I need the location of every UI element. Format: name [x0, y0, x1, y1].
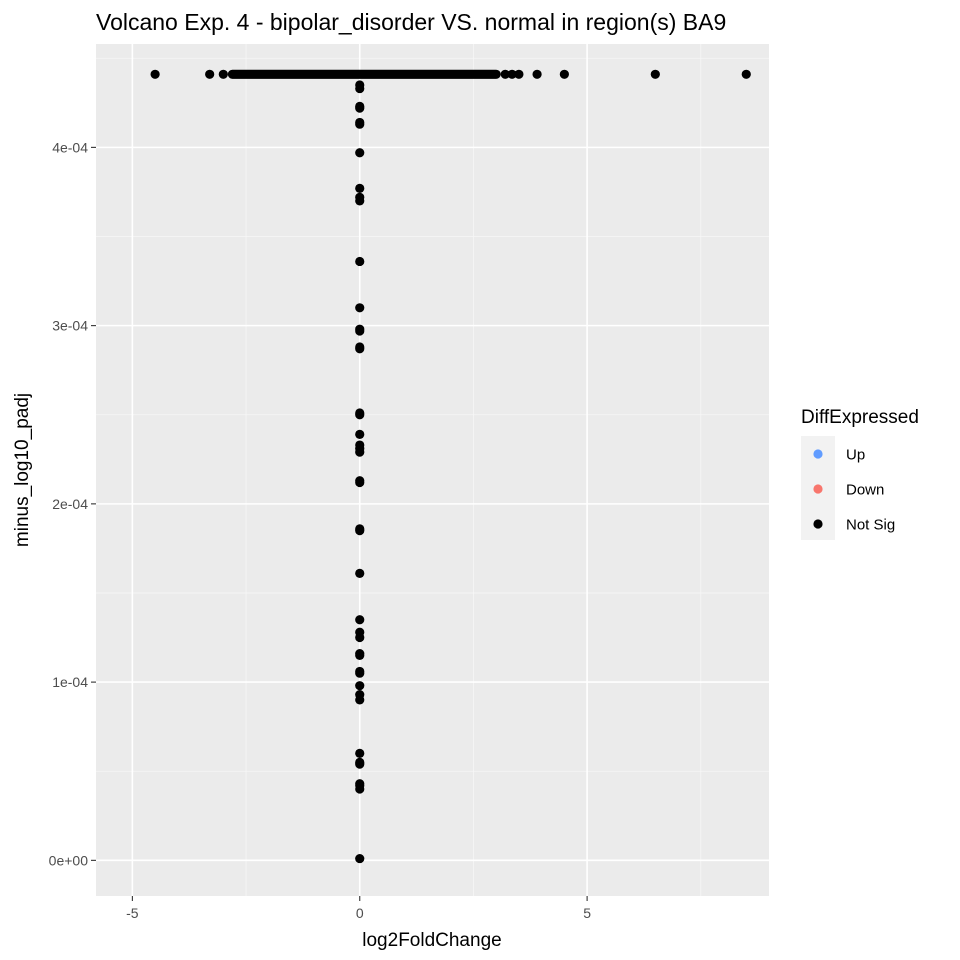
data-point [500, 69, 510, 79]
data-point [355, 447, 365, 457]
data-point [205, 69, 215, 79]
data-point [355, 344, 365, 354]
minor-gridlines [96, 44, 769, 896]
y-axis-title: minus_log10_padj [12, 393, 33, 547]
data-point [218, 69, 228, 79]
x-tick-label: -5 [126, 905, 139, 921]
data-point [355, 853, 365, 864]
data-point [355, 183, 365, 193]
data-point [532, 69, 542, 79]
data-point [355, 632, 365, 643]
data-point [355, 83, 365, 94]
y-tick-label: 2e-04 [52, 496, 88, 512]
data-point [355, 668, 365, 678]
y-tick-label: 0e+00 [49, 852, 89, 868]
data-point [355, 196, 365, 206]
legend-label: Down [846, 482, 884, 499]
data-point [355, 303, 365, 313]
legend-label: Up [846, 447, 865, 464]
data-point [355, 681, 365, 691]
y-tick-label: 4e-04 [52, 139, 88, 155]
legend-key-up [813, 449, 823, 459]
data-point [355, 148, 365, 158]
data-point [355, 695, 365, 705]
y-tick-label: 3e-04 [52, 318, 88, 334]
data-point [355, 650, 365, 660]
legend-key-not-sig [813, 519, 823, 529]
data-point [355, 103, 365, 113]
data-point [355, 748, 365, 759]
plot-panel [96, 44, 769, 896]
data-point [355, 429, 365, 439]
x-tick-label: 0 [356, 905, 364, 921]
data-point [355, 784, 365, 794]
y-axis: 0e+00 1e-04 2e-04 3e-04 4e-04 [49, 139, 96, 868]
x-tick-label: 5 [583, 905, 591, 921]
data-point [355, 119, 365, 129]
legend-label: Not Sig [846, 517, 895, 534]
data-point [355, 526, 365, 536]
chart-title: Volcano Exp. 4 - bipolar_disorder VS. no… [96, 9, 726, 35]
data-point [355, 615, 365, 625]
x-axis: -5 0 5 [126, 896, 591, 921]
data-point [741, 69, 751, 79]
legend: DiffExpressed Up Down Not Sig [801, 407, 919, 540]
data-point [650, 69, 660, 79]
data-point [355, 256, 365, 267]
data-point [507, 69, 517, 79]
data-point [559, 69, 569, 79]
data-point [355, 410, 365, 420]
data-point [355, 326, 365, 336]
data-point [355, 477, 365, 488]
legend-title: DiffExpressed [801, 407, 919, 428]
data-point [355, 759, 365, 769]
data-point [150, 69, 160, 79]
data-point [355, 568, 365, 578]
data-points [150, 69, 751, 864]
data-point [514, 69, 524, 79]
legend-key-down [813, 484, 823, 494]
y-tick-label: 1e-04 [52, 674, 88, 690]
x-axis-title: log2FoldChange [362, 930, 501, 951]
